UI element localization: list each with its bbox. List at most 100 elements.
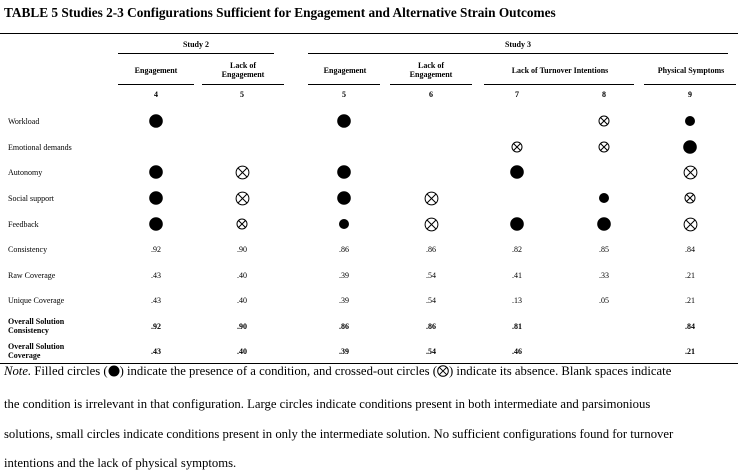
filled-circle-icon: [108, 365, 120, 381]
crossed-circle-icon: [424, 191, 438, 205]
study-3-rule: [308, 53, 728, 54]
filled-circle-icon: [510, 217, 524, 231]
outcome-rule-4: [390, 84, 472, 85]
metric-value: .86: [339, 322, 349, 331]
metric-value: .54: [426, 296, 436, 305]
metric-label: Unique Coverage: [8, 296, 65, 305]
config-number: 5: [240, 90, 244, 99]
note-line-2: the condition is irrelevant in that conf…: [4, 397, 651, 411]
filled-circle-icon: [510, 165, 524, 179]
metric-value: .86: [339, 245, 349, 254]
metric-value: .54: [426, 271, 436, 280]
note-line-4: intentions and the lack of physical symp…: [4, 456, 237, 470]
metric-label: Overall Solution Coverage: [8, 342, 65, 360]
metric-value: .39: [339, 271, 349, 280]
crossed-circle-icon: [683, 165, 697, 179]
metric-value: .05: [599, 296, 609, 305]
metric-value: .43: [151, 296, 161, 305]
config-number: 5: [342, 90, 346, 99]
config-number: 9: [688, 90, 692, 99]
filled-circle-icon: [337, 191, 351, 205]
metric-value: .33: [599, 271, 609, 280]
metric-value: .81: [512, 322, 522, 331]
crossed-circle-icon: [235, 191, 249, 205]
filled-circle-icon: [149, 165, 163, 179]
config-number: 4: [154, 90, 158, 99]
study-2-header: Study 2: [182, 40, 209, 49]
metric-value: .92: [151, 245, 161, 254]
filled-circle-icon: [149, 191, 163, 205]
filled-circle-icon: [597, 217, 611, 231]
metric-label: Overall Solution Consistency: [8, 317, 65, 335]
condition-label: Social support: [8, 194, 54, 203]
metric-value: .13: [512, 296, 522, 305]
metric-value: .90: [237, 245, 247, 254]
condition-label: Workload: [8, 117, 40, 126]
metric-label: Consistency: [8, 245, 48, 254]
crossed-circle-icon: [424, 217, 438, 231]
metric-value: .86: [426, 322, 436, 331]
metric-value: .43: [151, 271, 161, 280]
metric-value: .41: [512, 271, 522, 280]
filled-circle-icon: [149, 114, 163, 128]
outcome-header-engagement-s2: Engagement: [134, 66, 178, 75]
outcome-header-lack-turnover: Lack of Turnover Intentions: [511, 66, 609, 75]
crossed-circle-icon: [511, 141, 523, 153]
outcome-rule-1: [118, 84, 194, 85]
outcome-rule-6: [644, 84, 736, 85]
outcome-header-lack-engagement-s3: Lack of Engagement: [409, 61, 453, 79]
metric-value: .43: [151, 347, 161, 356]
filled-circle-icon: [339, 219, 349, 229]
condition-label: Feedback: [8, 220, 39, 229]
condition-label: Autonomy: [8, 168, 43, 177]
note-line-1: Note. Filled circles () indicate the pre…: [4, 364, 671, 381]
metric-value: .85: [599, 245, 609, 254]
outcome-rule-2: [202, 84, 284, 85]
metric-value: .46: [512, 347, 522, 356]
filled-circle-icon: [337, 165, 351, 179]
metric-value: .54: [426, 347, 436, 356]
filled-circle-icon: [149, 217, 163, 231]
note-line-3: solutions, small circles indicate condit…: [4, 427, 674, 441]
crossed-circle-icon: [437, 365, 449, 381]
metric-value: .86: [426, 245, 436, 254]
metric-value: .40: [237, 347, 247, 356]
top-rule: [0, 33, 738, 34]
crossed-circle-icon: [683, 217, 697, 231]
outcome-rule-3: [308, 84, 380, 85]
outcome-header-physical-symptoms: Physical Symptoms: [657, 66, 725, 75]
bottom-rule: [0, 363, 738, 364]
crossed-circle-icon: [235, 165, 249, 179]
config-number: 8: [602, 90, 606, 99]
metric-value: .40: [237, 271, 247, 280]
filled-circle-icon: [337, 114, 351, 128]
metric-value: .39: [339, 296, 349, 305]
config-number: 7: [515, 90, 519, 99]
metric-value: .84: [685, 245, 695, 254]
filled-circle-icon: [599, 193, 609, 203]
filled-circle-icon: [683, 140, 697, 154]
metric-value: .21: [685, 296, 695, 305]
metric-value: .90: [237, 322, 247, 331]
crossed-circle-icon: [598, 141, 610, 153]
metric-value: .39: [339, 347, 349, 356]
metric-value: .84: [685, 322, 695, 331]
study-3-header: Study 3: [504, 40, 531, 49]
outcome-rule-5: [484, 84, 634, 85]
outcome-header-engagement-s3: Engagement: [323, 66, 367, 75]
table-title: TABLE 5 Studies 2-3 Configurations Suffi…: [4, 5, 556, 20]
config-number: 6: [429, 90, 433, 99]
metric-value: .40: [237, 296, 247, 305]
outcome-header-lack-engagement-s2: Lack of Engagement: [221, 61, 265, 79]
crossed-circle-icon: [236, 218, 248, 230]
metric-value: .21: [685, 271, 695, 280]
crossed-circle-icon: [598, 115, 610, 127]
metric-label: Raw Coverage: [8, 271, 56, 280]
metric-value: .92: [151, 322, 161, 331]
filled-circle-icon: [685, 116, 695, 126]
crossed-circle-icon: [684, 192, 696, 204]
condition-label: Emotional demands: [8, 143, 72, 152]
study-2-rule: [118, 53, 274, 54]
metric-value: .21: [685, 347, 695, 356]
metric-value: .82: [512, 245, 522, 254]
